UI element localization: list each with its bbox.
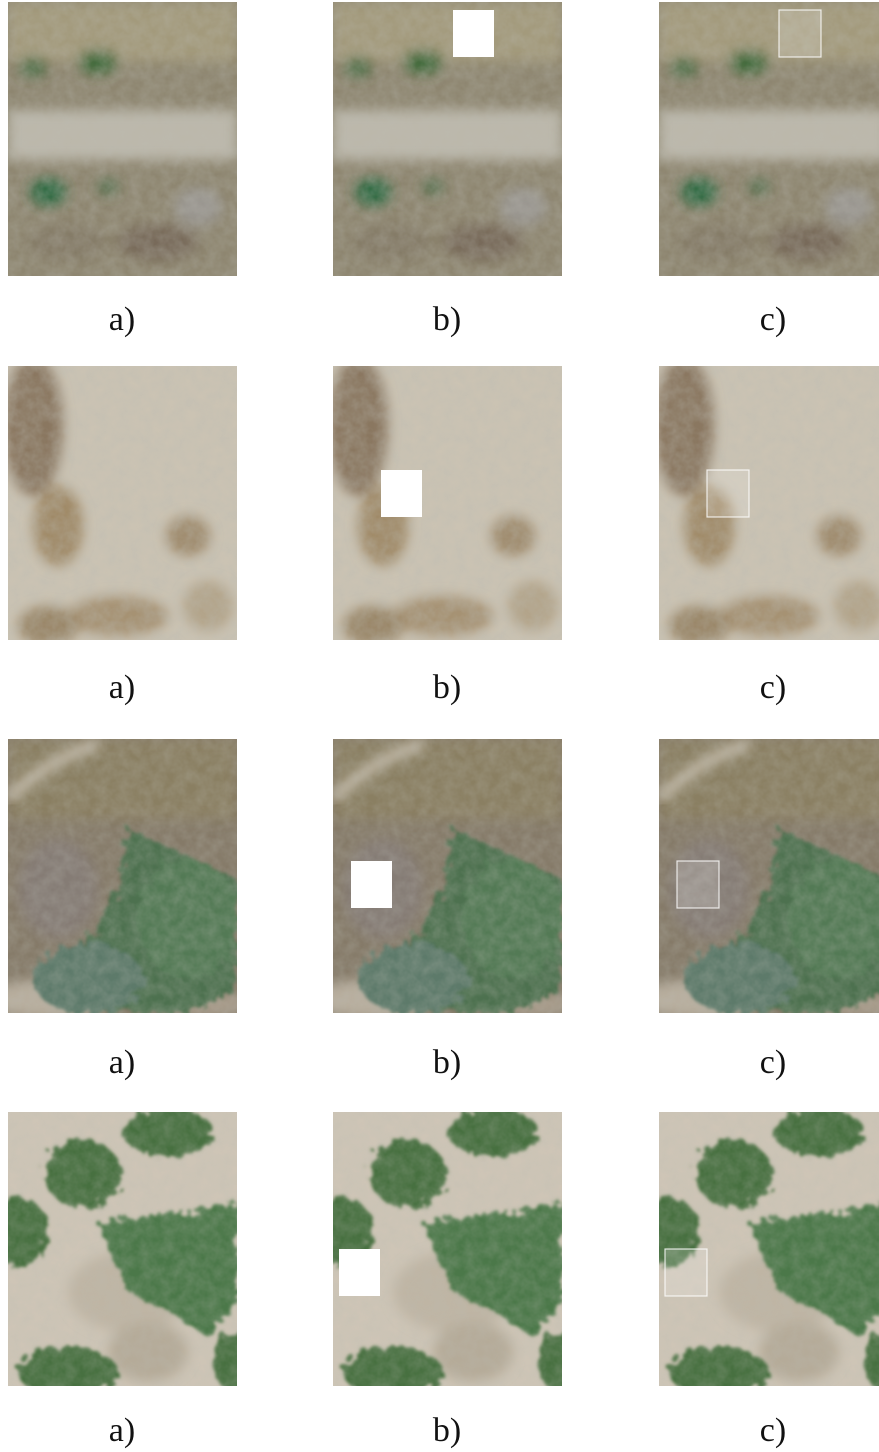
mask-region (381, 470, 422, 517)
panel-label: a) (109, 669, 135, 706)
inpainted-region (665, 1249, 707, 1296)
panel-label: a) (109, 1412, 135, 1449)
panel-label: a) (109, 1044, 135, 1081)
image-panel (313, 739, 573, 1019)
image-panel (3, 356, 237, 646)
inpainted-region (707, 470, 749, 517)
aerial-image (8, 2, 237, 276)
page: a)b)c)a)b)c)a)b)c)a)b)c) (() => { const … (0, 0, 879, 1452)
panel-label: b) (433, 301, 461, 338)
panel-label: c) (760, 669, 786, 706)
aerial-image (0, 1107, 262, 1397)
mask-region (453, 10, 494, 57)
image-panel (0, 739, 248, 1019)
panel-label: c) (760, 1412, 786, 1449)
panel-label: c) (760, 1044, 786, 1081)
panel-label: b) (433, 1412, 461, 1449)
aerial-image (639, 739, 879, 1019)
mask-region (339, 1249, 380, 1296)
inpainted-region (779, 10, 821, 57)
aerial-image (328, 356, 562, 646)
image-panel (333, 2, 562, 276)
image-panel (654, 356, 879, 646)
panel-label: b) (433, 1044, 461, 1081)
image-panel (639, 1107, 879, 1397)
panel-label: a) (109, 301, 135, 338)
mask-region (351, 861, 392, 908)
aerial-image (0, 739, 248, 1019)
aerial-image (333, 2, 562, 276)
aerial-image (654, 356, 879, 646)
image-panel (0, 1107, 262, 1397)
panel-label: b) (433, 669, 461, 706)
aerial-image (659, 2, 879, 276)
image-panel (659, 2, 879, 276)
image-panel (328, 356, 562, 646)
inpainted-region (677, 861, 719, 908)
image-panel (313, 1107, 587, 1397)
image-panel (639, 739, 879, 1019)
figure: a) b) c) a) b) c) a) b) c) a) b) c) (0, 0, 879, 1452)
image-panel (8, 2, 237, 276)
aerial-image (3, 356, 237, 646)
panel-label: c) (760, 301, 786, 338)
